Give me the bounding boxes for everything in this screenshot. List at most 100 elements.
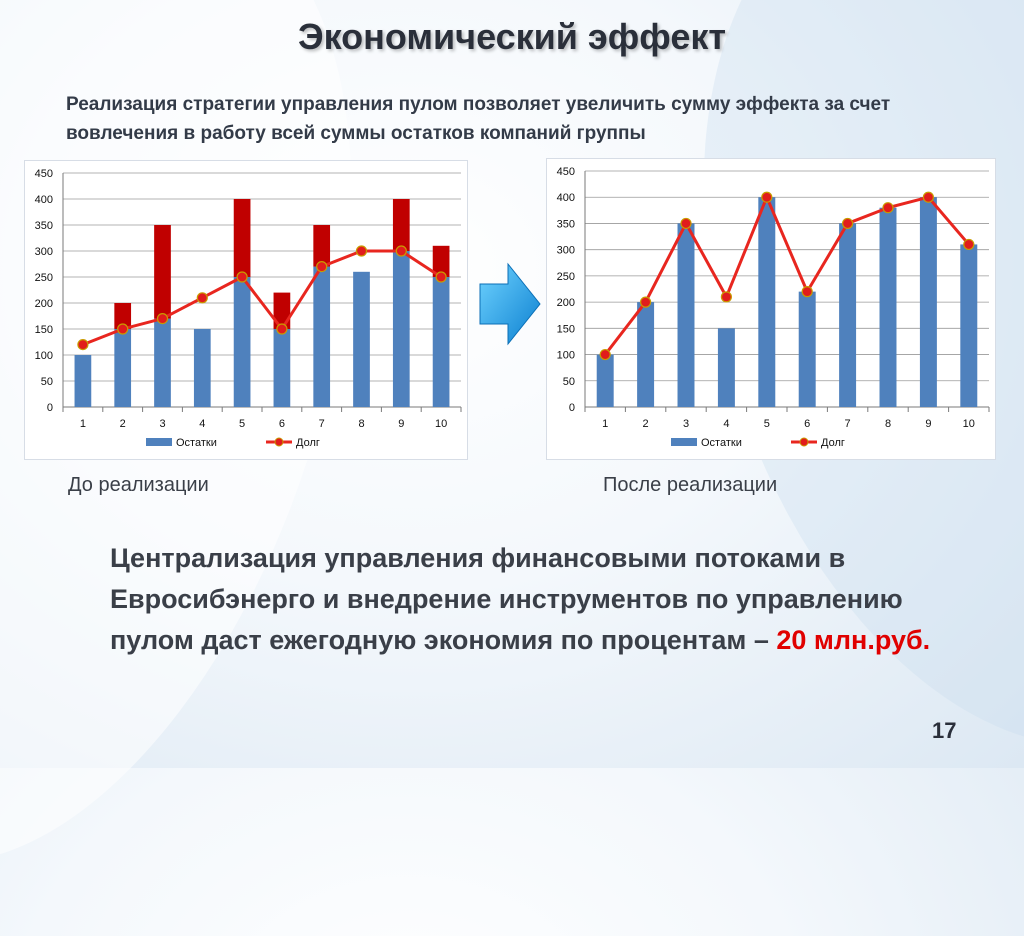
- slide-title: Экономический эффект: [298, 16, 726, 57]
- x-tick-label: 5: [764, 418, 770, 430]
- x-tick-label: 6: [804, 418, 810, 430]
- x-tick-label: 4: [199, 418, 205, 430]
- y-tick-label: 250: [35, 272, 53, 284]
- y-tick-label: 350: [557, 218, 575, 230]
- line-debt: [82, 249, 442, 346]
- line-point: [276, 323, 288, 335]
- line-point: [435, 271, 447, 283]
- x-tick-label: 10: [435, 418, 447, 430]
- x-tick-label: 2: [120, 418, 126, 430]
- legend-label: Долг: [821, 437, 845, 449]
- line-point: [963, 238, 975, 251]
- line-point: [77, 339, 89, 351]
- line-point: [882, 202, 894, 214]
- line-point: [196, 292, 208, 304]
- bar-remainder: [596, 354, 614, 407]
- bar-remainder: [154, 318, 171, 407]
- y-tick-label: 350: [35, 220, 53, 232]
- x-tick-label: 6: [279, 418, 285, 430]
- legend-swatch-bar: [146, 438, 172, 446]
- bar-remainder: [432, 277, 450, 407]
- bar-excess: [233, 199, 251, 277]
- line-point: [156, 313, 169, 325]
- bar-excess: [313, 225, 331, 267]
- x-tick-label: 8: [358, 418, 364, 430]
- x-tick-label: 5: [239, 418, 245, 430]
- bar-remainder: [960, 244, 978, 407]
- bar-remainder: [273, 329, 291, 407]
- legend-label: Остатки: [176, 437, 217, 449]
- bar-remainder: [717, 328, 735, 407]
- legend-swatch-point: [799, 437, 809, 447]
- line-point: [355, 245, 368, 257]
- y-tick-label: 250: [557, 271, 575, 283]
- y-tick-label: 200: [35, 298, 53, 310]
- bar-excess: [114, 303, 132, 329]
- y-tick-label: 450: [35, 168, 53, 180]
- bar-remainder: [798, 291, 816, 407]
- legend-label: Долг: [296, 437, 320, 449]
- line-point: [117, 323, 129, 335]
- line-point: [761, 191, 773, 203]
- conclusion-highlight: 20 млн.руб.: [776, 625, 931, 655]
- chart-svg: 0 50 100 150 200 250 300 350 400 450 1 2 3 4 5 6 7 8 9 10 Ос…: [35, 168, 462, 449]
- bar-remainder: [677, 223, 695, 407]
- x-tick-label: 9: [398, 418, 404, 430]
- y-tick-label: 50: [563, 376, 575, 388]
- chart-after: 0 50 100 150 200 250 300 350 400 450 1 2 3 4 5 6 7 8 9 10 Ос…: [546, 158, 996, 460]
- bar-remainder: [637, 302, 655, 407]
- y-tick-label: 50: [41, 376, 53, 388]
- y-tick-label: 150: [35, 324, 53, 336]
- y-tick-label: 100: [557, 350, 575, 362]
- x-tick-label: 2: [643, 418, 649, 430]
- bar-excess: [432, 245, 450, 277]
- line-point: [236, 271, 248, 283]
- bar-remainder: [758, 197, 776, 407]
- x-tick-label: 3: [683, 418, 689, 430]
- caption-after: После реализации: [603, 474, 778, 496]
- line-point: [680, 217, 692, 230]
- bar-remainder: [839, 223, 857, 407]
- line-debt: [604, 195, 970, 356]
- slide-subtitle: Реализация стратегии управления пулом по…: [66, 94, 891, 144]
- chart-before: 0 50 100 150 200 250 300 350 400 450 1 2 3 4 5 6 7 8 9 10 Ос…: [24, 160, 468, 460]
- caption-before: До реализации: [68, 474, 209, 496]
- line-point: [316, 260, 328, 273]
- y-tick-label: 400: [35, 194, 53, 206]
- bar-excess: [154, 225, 171, 319]
- y-tick-label: 0: [47, 402, 53, 414]
- conclusion-text: Централизация управления финансовыми пот…: [110, 538, 950, 661]
- bar-remainder: [193, 329, 211, 407]
- bar-remainder: [233, 277, 251, 407]
- line-point: [599, 348, 611, 361]
- y-tick-label: 0: [569, 402, 575, 414]
- line-point: [842, 217, 854, 230]
- y-tick-label: 200: [557, 297, 575, 309]
- x-tick-label: 4: [723, 418, 729, 430]
- bar-excess: [392, 199, 410, 251]
- x-tick-label: 8: [885, 418, 891, 430]
- y-tick-label: 100: [35, 350, 53, 362]
- bar-remainder: [353, 271, 370, 407]
- y-tick-label: 400: [557, 192, 575, 204]
- legend-swatch-point: [274, 437, 284, 447]
- y-tick-label: 300: [35, 246, 53, 258]
- legend-label: Остатки: [701, 437, 742, 449]
- bar-remainder: [114, 329, 132, 407]
- x-tick-label: 10: [963, 418, 975, 430]
- bar-remainder: [313, 266, 331, 407]
- bar-remainder: [74, 355, 92, 407]
- x-tick-label: 7: [319, 418, 325, 430]
- x-tick-label: 7: [845, 418, 851, 430]
- conclusion-main: Централизация управления финансовыми пот…: [110, 543, 903, 655]
- x-tick-label: 3: [159, 418, 165, 430]
- y-tick-label: 450: [557, 166, 575, 178]
- y-tick-label: 300: [557, 245, 575, 257]
- bar-remainder: [919, 197, 937, 407]
- page-number: 17: [932, 718, 957, 743]
- bar-remainder: [392, 251, 410, 407]
- line-point: [922, 191, 934, 203]
- bar-remainder: [879, 207, 897, 407]
- arrow-right-icon: [479, 262, 541, 346]
- chart-svg: 0 50 100 150 200 250 300 350 400 450 1 2 3 4 5 6 7 8 9 10 Ос…: [557, 166, 990, 449]
